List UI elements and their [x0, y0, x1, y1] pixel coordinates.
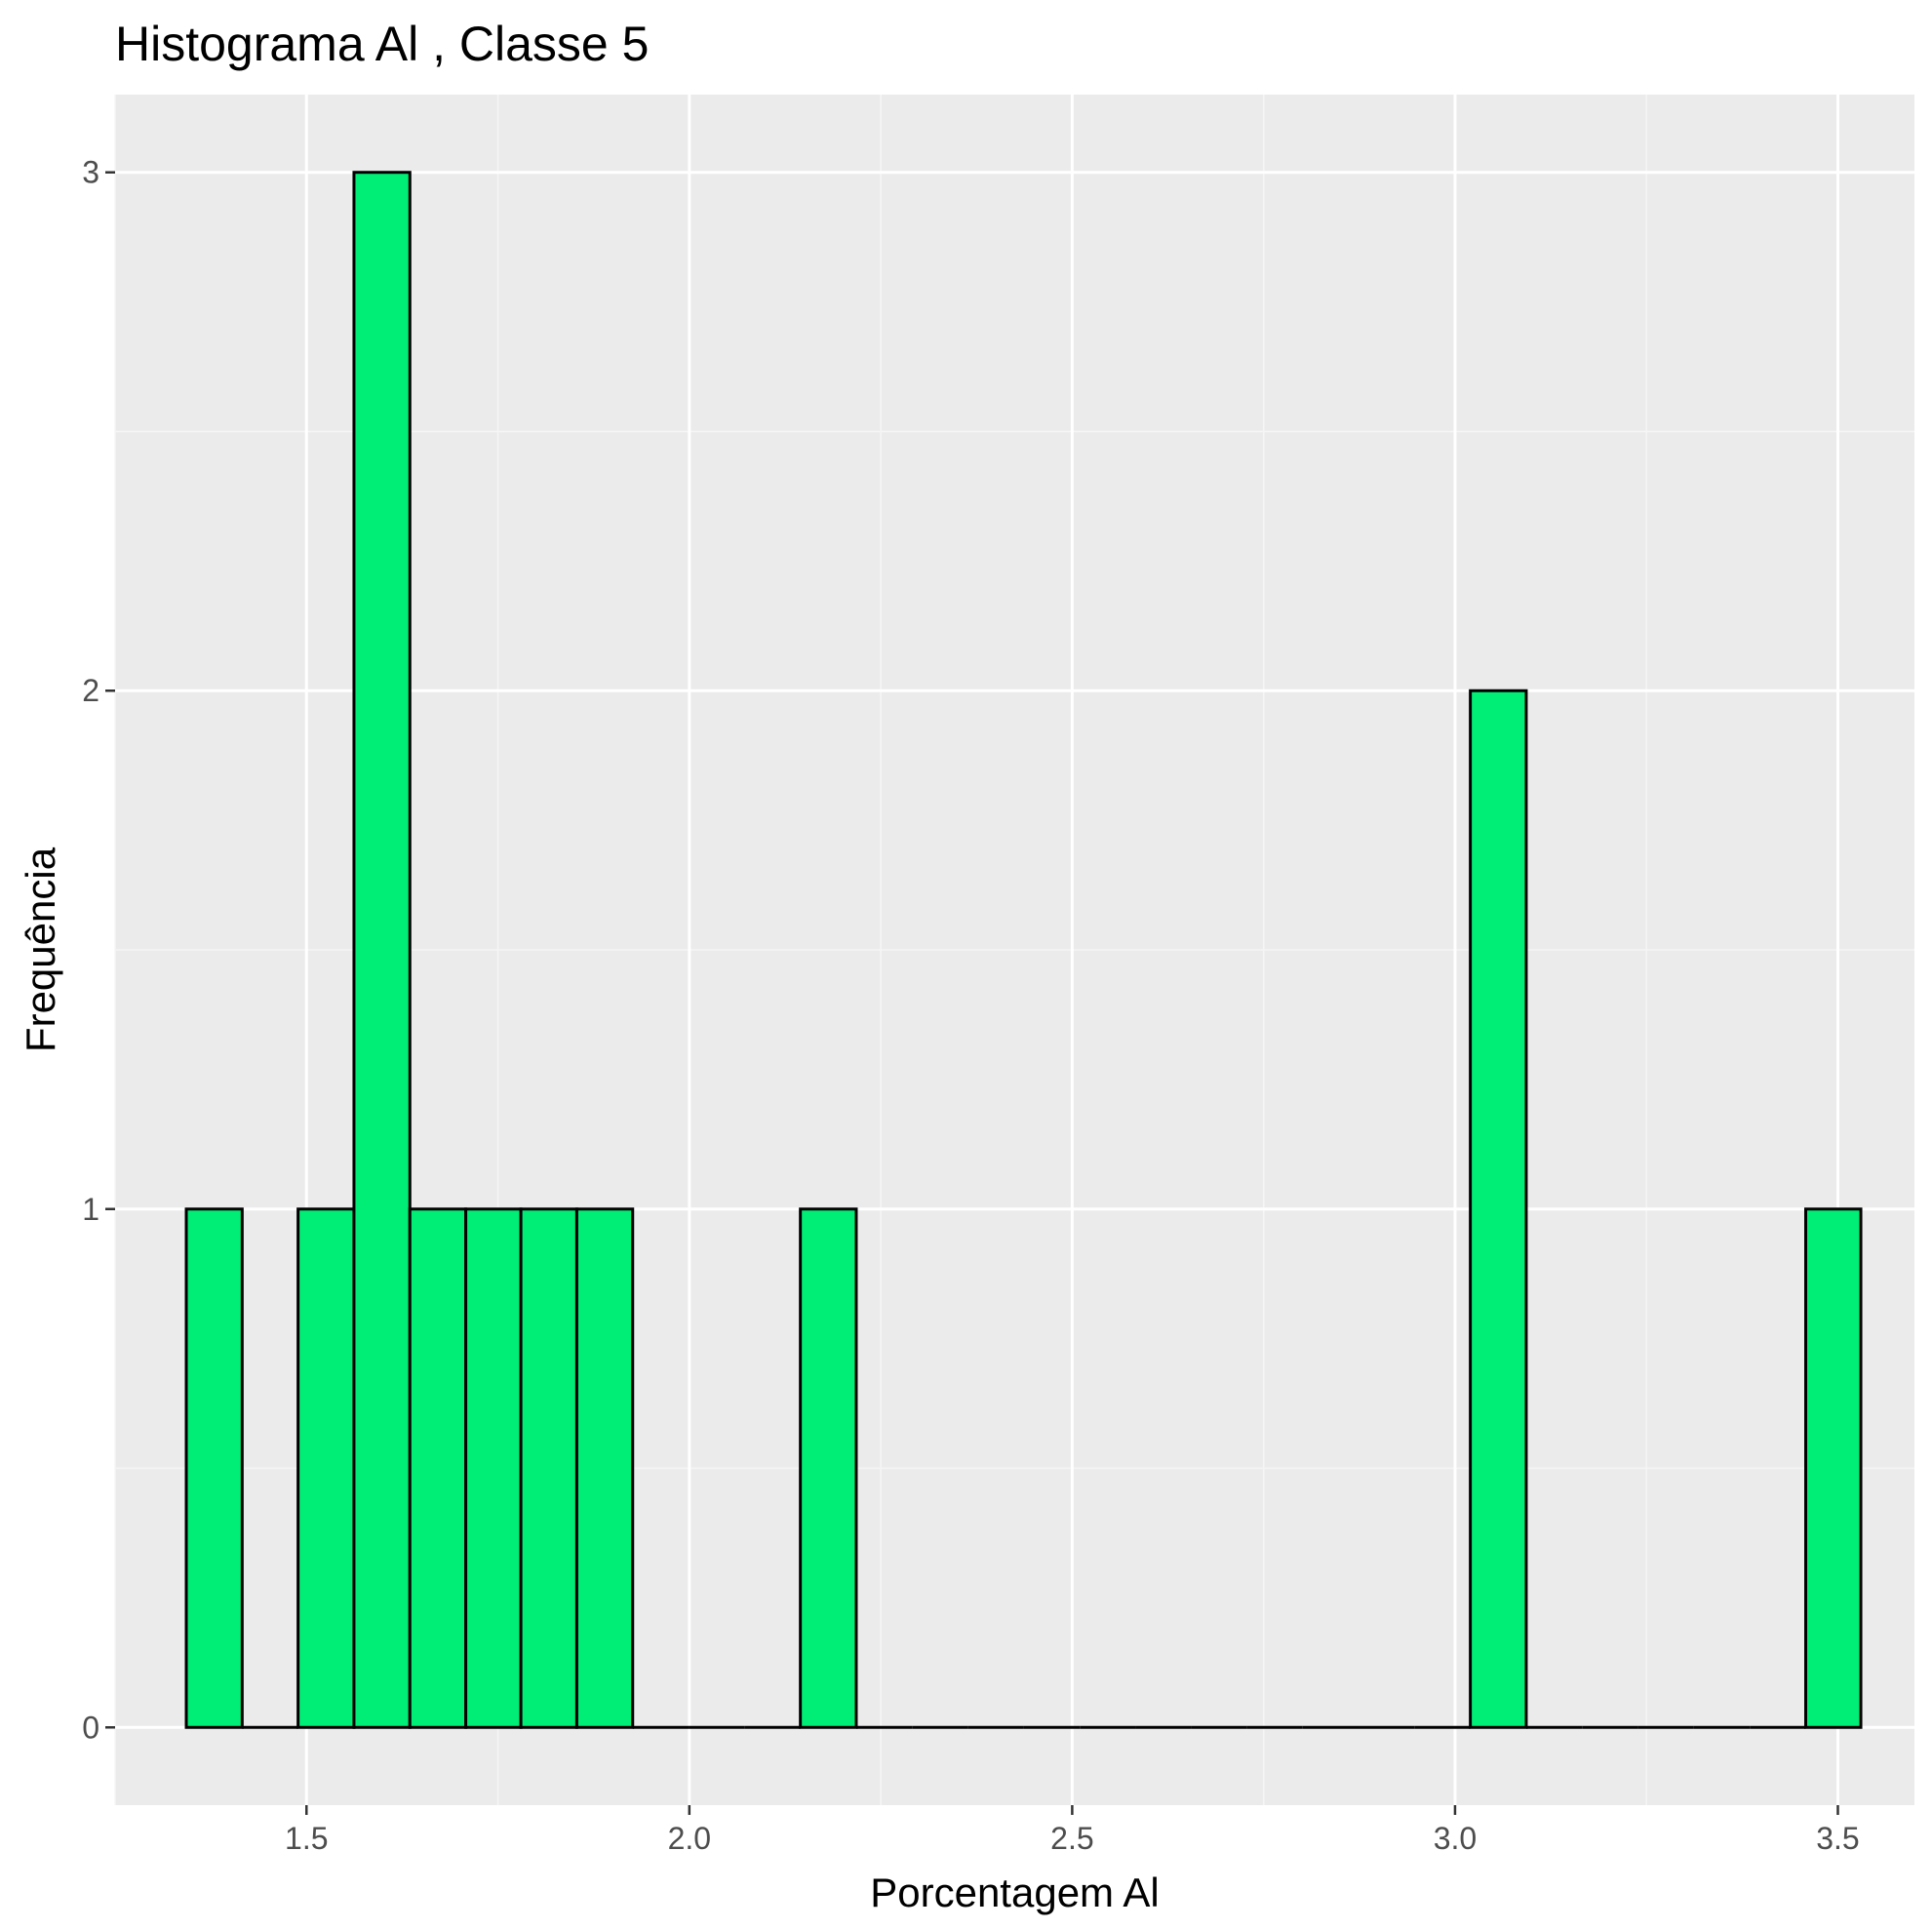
y-tick-label-1: 1: [82, 1192, 99, 1227]
histogram-bar-4: [408, 1207, 468, 1729]
histogram-bar-0: [184, 1207, 244, 1729]
x-tick-label-1: 2.0: [668, 1821, 711, 1856]
histogram-bar-2: [296, 1207, 356, 1729]
x-tick-label-2: 2.5: [1050, 1821, 1093, 1856]
chart-title: Histograma Al , Classe 5: [115, 17, 649, 71]
y-axis: 0 1 2 3: [82, 155, 115, 1745]
x-tick-label-4: 3.5: [1816, 1821, 1859, 1856]
histogram-bar-3: [352, 171, 412, 1729]
histogram-bar-23: [1469, 689, 1528, 1729]
histogram-bar-5: [464, 1207, 523, 1729]
y-tick-label-0: 0: [82, 1710, 99, 1745]
histogram-bar-11: [799, 1207, 858, 1729]
y-tick-label-2: 2: [82, 673, 99, 708]
histogram-bar-6: [519, 1207, 578, 1729]
y-tick-label-3: 3: [82, 155, 99, 190]
histogram-bar-7: [574, 1207, 635, 1729]
minor-gridlines: [114, 95, 1914, 1805]
x-axis: 1.5 2.0 2.5 3.0 3.5: [285, 1805, 1860, 1856]
histogram-bar-29: [1804, 1207, 1863, 1729]
x-tick-label-3: 3.0: [1434, 1821, 1477, 1856]
x-tick-label-0: 1.5: [285, 1821, 328, 1856]
y-axis-title: Frequência: [18, 846, 63, 1052]
x-axis-title: Porcentagem Al: [870, 1870, 1160, 1915]
histogram-bars: [184, 171, 1863, 1729]
